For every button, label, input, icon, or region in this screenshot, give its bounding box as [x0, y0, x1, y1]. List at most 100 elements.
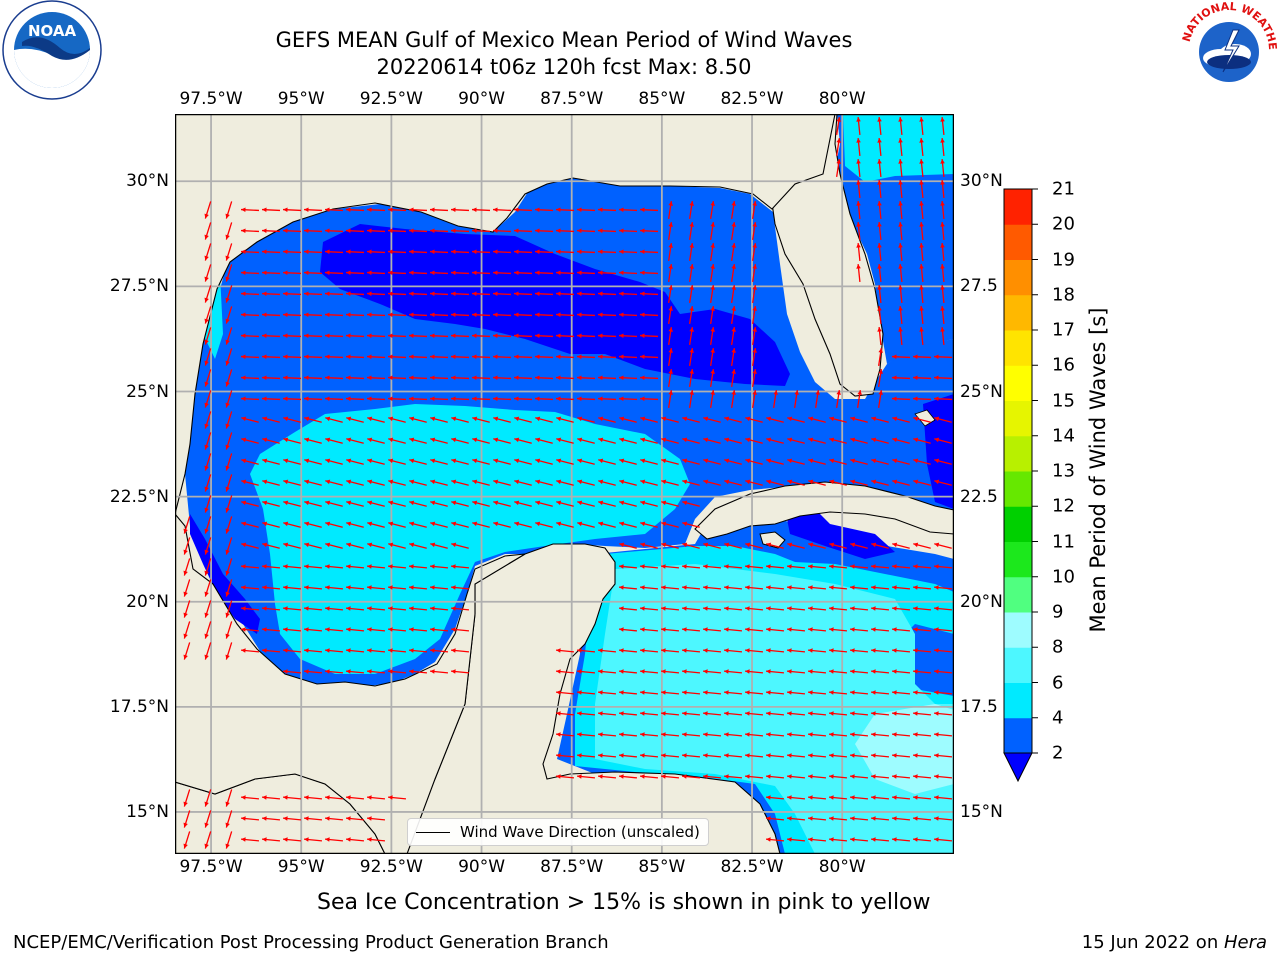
wind-arrow: [576, 732, 596, 737]
wind-arrow: [555, 753, 575, 758]
wind-arrow: [345, 837, 365, 842]
wind-arrow: [387, 354, 407, 360]
wind-arrow: [828, 816, 848, 821]
wind-arrow: [303, 564, 323, 569]
wind-arrow: [555, 270, 575, 276]
wind-arrow: [366, 627, 386, 632]
axis-tick-label: 30°N: [960, 171, 1003, 192]
wind-arrow: [912, 795, 932, 800]
wind-arrow: [492, 375, 512, 381]
wind-arrow: [639, 585, 659, 590]
wind-arrow: [765, 816, 785, 821]
wind-arrow: [919, 263, 924, 283]
wind-arrow: [940, 179, 945, 199]
wind-arrow: [493, 458, 511, 465]
wind-arrow: [786, 690, 806, 695]
wind-arrow: [618, 312, 638, 318]
wind-arrow: [660, 753, 680, 758]
colorbar-tick-label: 17: [1052, 319, 1075, 341]
wind-arrow: [577, 521, 595, 528]
wind-arrow: [514, 500, 532, 507]
wind-arrow: [786, 627, 806, 632]
wind-arrow: [723, 753, 743, 758]
wind-arrow: [682, 437, 700, 444]
wind-arrow: [702, 564, 722, 569]
wind-arrow: [682, 500, 700, 507]
wind-arrow: [225, 474, 233, 492]
colorbar-segment: [1004, 400, 1032, 437]
axis-tick-label: 90°W: [458, 857, 506, 877]
wind-arrow: [752, 201, 757, 219]
wind-arrow: [786, 711, 806, 716]
wind-arrow: [367, 416, 385, 423]
wind-arrow: [661, 542, 679, 549]
wind-arrow: [752, 243, 757, 261]
wind-arrow: [731, 222, 736, 240]
wind-arrow: [639, 753, 659, 758]
wind-arrow: [225, 831, 233, 849]
wind-arrow: [933, 837, 953, 842]
colorbar-segment: [1004, 647, 1032, 683]
wind-arrow: [892, 458, 910, 465]
wind-arrow: [204, 348, 212, 366]
wind-arrow: [913, 416, 931, 423]
wind-arrow: [619, 437, 637, 444]
wind-arrow: [829, 542, 847, 549]
wind-arrow: [786, 795, 806, 800]
wind-arrow: [786, 648, 806, 653]
wind-arrow: [366, 669, 386, 674]
wind-arrow: [450, 228, 470, 234]
wind-arrow: [492, 270, 512, 276]
wind-arrow: [366, 564, 386, 569]
wind-arrow: [878, 390, 883, 408]
axis-tick-label: 92.5°W: [359, 89, 423, 109]
wind-arrow: [303, 816, 323, 821]
wind-arrow: [786, 564, 806, 569]
wind-arrow: [534, 333, 554, 339]
wind-arrow: [856, 137, 861, 157]
wind-arrow: [240, 291, 260, 297]
wind-arrow: [639, 606, 659, 611]
wind-arrow: [282, 669, 302, 674]
graticule: [175, 114, 954, 854]
wind-arrow: [225, 537, 233, 555]
wind-arrow: [262, 500, 280, 507]
colorbar-tick-label: 18: [1052, 284, 1075, 306]
wind-arrow: [752, 306, 757, 324]
colorbar-tick-label: 4: [1052, 707, 1064, 729]
wind-arrow: [408, 207, 428, 213]
wind-arrow: [870, 774, 890, 779]
wind-arrow: [261, 585, 281, 590]
wind-arrow: [786, 606, 806, 611]
wind-arrow: [324, 333, 344, 339]
wind-arrow: [204, 264, 212, 282]
wind-arrow: [429, 207, 449, 213]
wind-arrow: [576, 648, 596, 653]
wind-arrow: [282, 270, 302, 276]
wind-arrow: [409, 500, 427, 507]
wind-arrow: [535, 437, 553, 444]
wind-arrow: [225, 453, 233, 471]
wind-arrow: [555, 291, 575, 297]
wind-arrow: [304, 416, 322, 423]
wind-arrow: [870, 564, 890, 569]
wind-arrow: [870, 585, 890, 590]
wind-arrow: [913, 479, 931, 486]
wind-arrow: [241, 521, 259, 528]
wind-arrow: [919, 179, 924, 199]
wind-arrow: [204, 537, 212, 555]
wind-arrow: [408, 375, 428, 381]
wind-arrow: [702, 753, 722, 758]
wind-arrow: [472, 458, 490, 465]
wind-arrow: [387, 312, 407, 318]
wind-arrow: [345, 585, 365, 590]
wind-arrow: [303, 270, 323, 276]
wind-arrow: [472, 500, 490, 507]
wind-arrow: [808, 437, 826, 444]
wind-arrow: [183, 600, 191, 618]
wind-arrow: [388, 437, 406, 444]
wind-arrow: [387, 228, 407, 234]
map-title-line1: GEFS MEAN Gulf of Mexico Mean Period of …: [275, 28, 853, 52]
wind-arrow: [408, 249, 428, 255]
wind-arrow: [534, 396, 554, 402]
